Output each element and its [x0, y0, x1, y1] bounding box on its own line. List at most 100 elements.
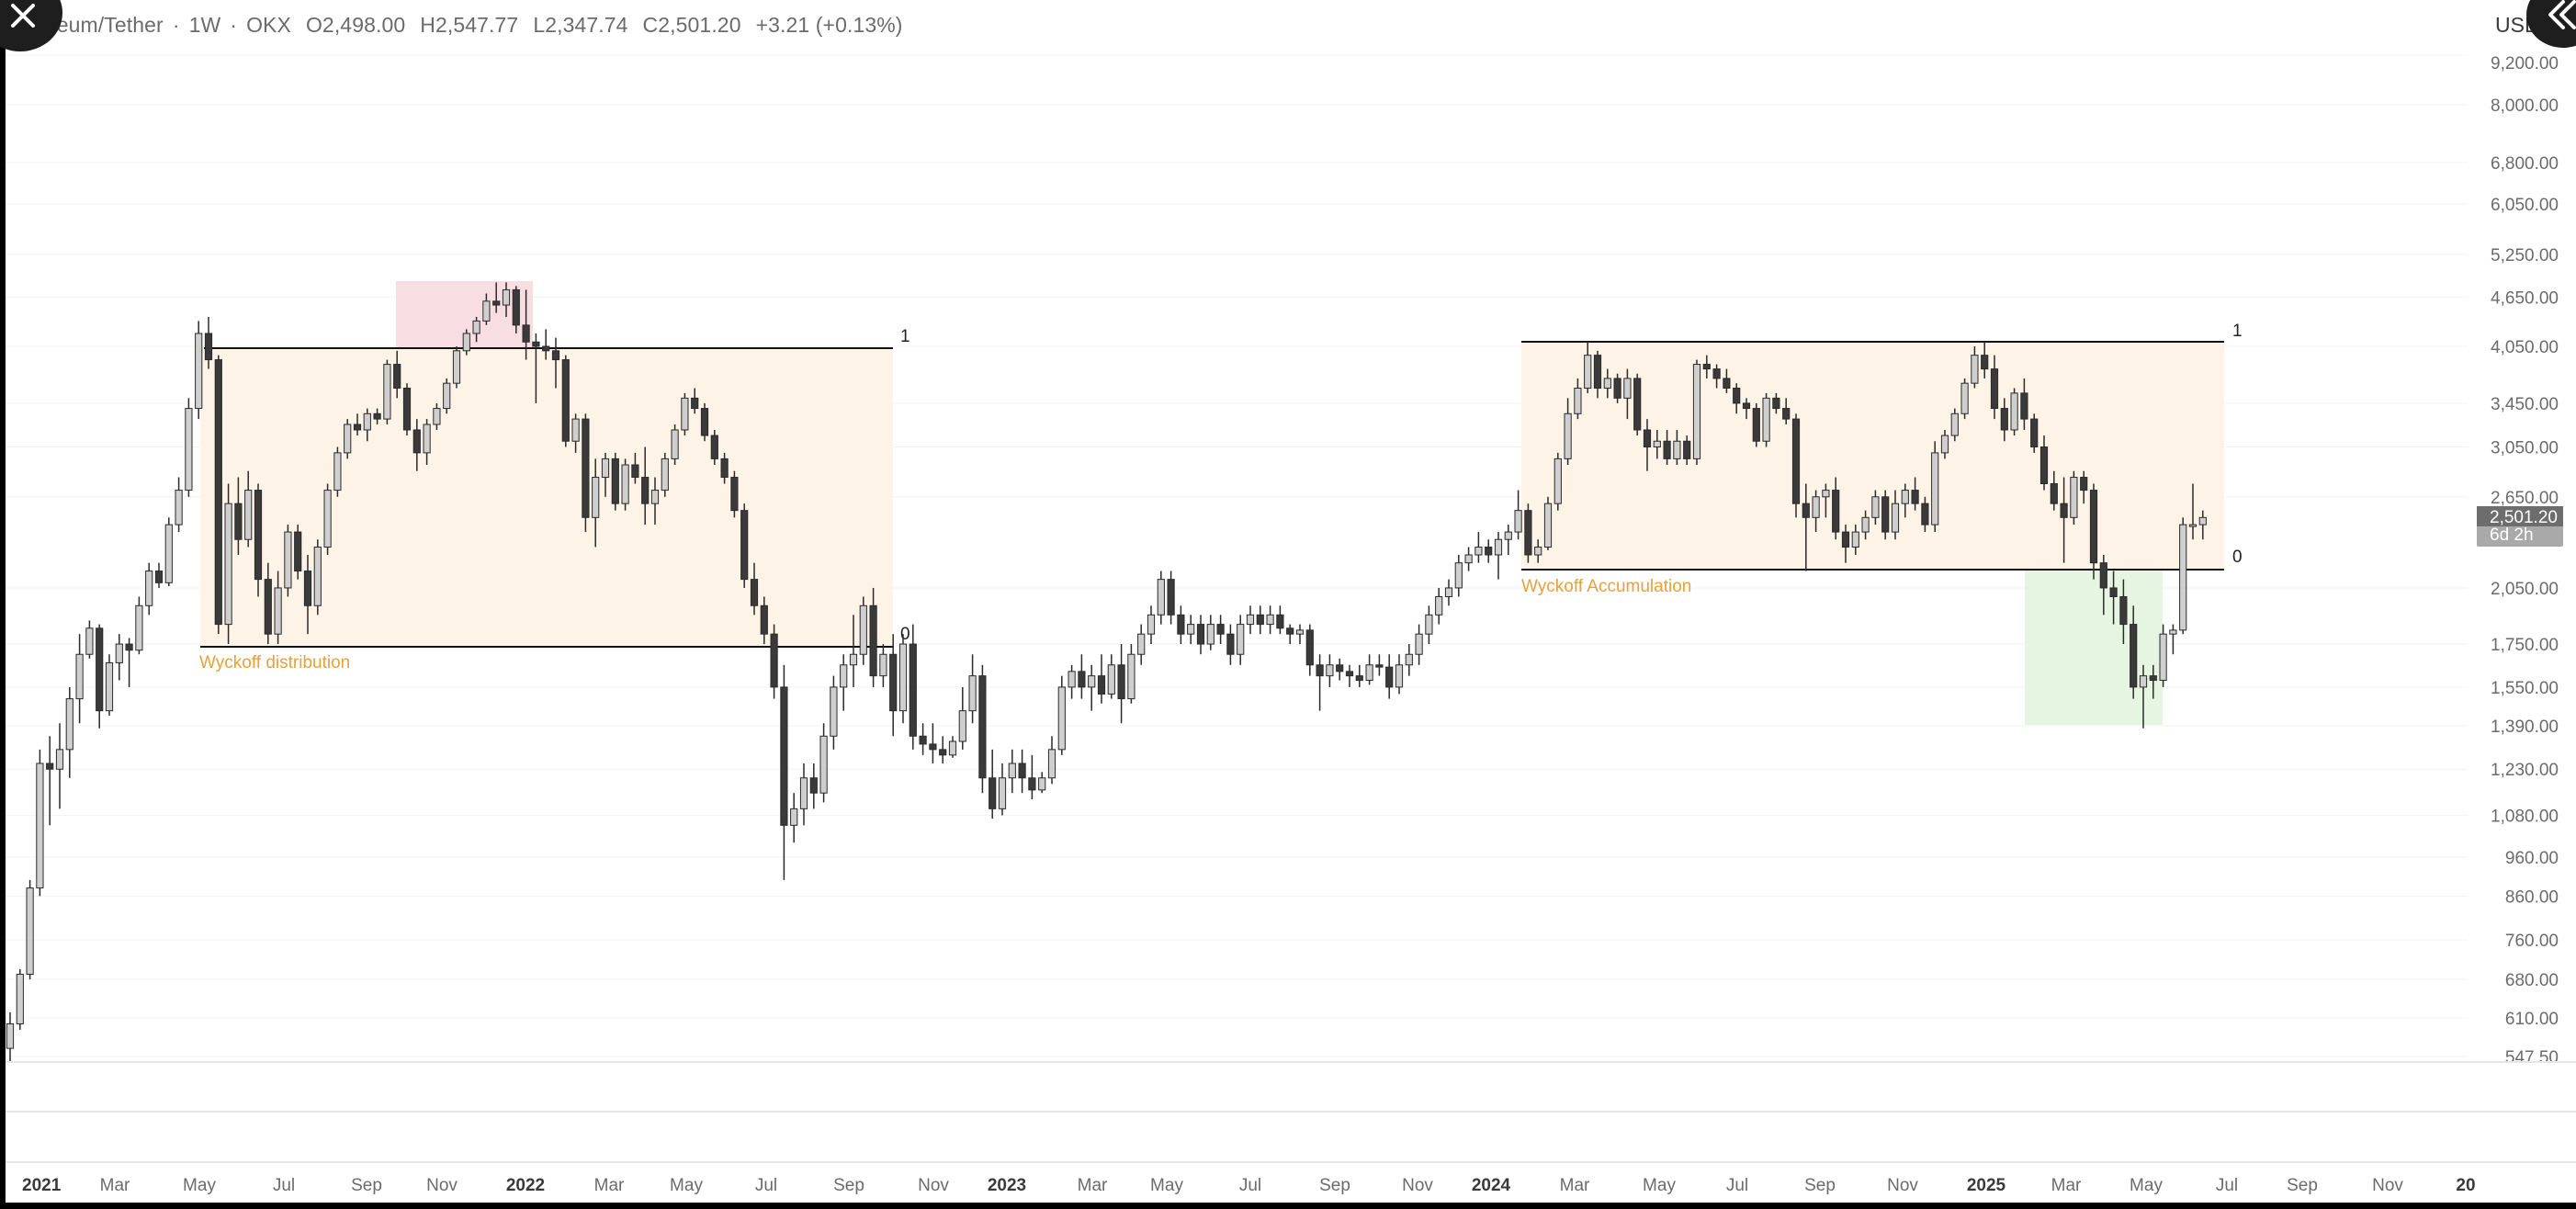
candle-body-up	[958, 710, 966, 742]
candle-body-up	[1494, 538, 1503, 556]
candle-body-down	[611, 458, 619, 504]
candle-body-up	[75, 653, 84, 700]
candle-body-up	[1653, 440, 1661, 448]
candle-body-down	[1256, 614, 1264, 626]
wyckoff-distribution-box[interactable]: 1 0 Wyckoff distribution	[199, 281, 910, 672]
candle-body-down	[2130, 624, 2138, 688]
candle-body-up	[1266, 614, 1274, 626]
candle-body-down	[740, 510, 749, 581]
time-axis-label: 2024	[1472, 1176, 1511, 1195]
candlestick-chart[interactable]: 1 0 Wyckoff distribution 1 0 Wyckoff Acc…	[6, 0, 2576, 1203]
candle	[1326, 654, 1334, 687]
candle	[363, 408, 371, 442]
candle	[790, 793, 798, 843]
candle	[264, 562, 272, 645]
candle-body-up	[1812, 496, 1820, 518]
candle	[661, 452, 669, 497]
candle	[1365, 654, 1373, 685]
candle-body-up	[1246, 614, 1255, 626]
candle-body-down	[2000, 408, 2008, 431]
candle	[154, 562, 164, 588]
candle-body-down	[1524, 510, 1532, 556]
candles[interactable]	[6, 282, 2207, 1062]
candle	[1940, 429, 1949, 459]
candle	[36, 749, 44, 897]
close-button[interactable]	[0, 0, 62, 51]
candle	[234, 477, 243, 555]
candle	[2030, 413, 2039, 453]
candle-body-up	[443, 382, 451, 410]
candle	[2070, 470, 2078, 525]
candle-body-down	[760, 604, 768, 635]
candle-body-down	[2119, 595, 2128, 626]
candle-body-down	[154, 571, 164, 583]
price-axis-label: 6,800.00	[2491, 154, 2559, 174]
candle-body-up	[998, 777, 1007, 809]
candle	[1097, 654, 1106, 704]
candle	[383, 359, 391, 424]
candle	[650, 477, 660, 525]
candle	[1871, 490, 1880, 525]
candle	[1385, 654, 1394, 699]
time-axis-label: May	[183, 1176, 216, 1195]
time-axis-label: Sep	[833, 1176, 864, 1195]
price-axis-label: 5,250.00	[2491, 246, 2559, 266]
candle-body-down	[1286, 627, 1294, 635]
candle-body-down	[1712, 368, 1721, 379]
candle-body-up	[830, 686, 838, 737]
time-axis[interactable]: 2021 Mar May Jul Sep Nov 2022 Mar May Jul Sep Nov 20…	[22, 1176, 2476, 1195]
candle-body-down	[1782, 408, 1791, 420]
candle	[1663, 429, 1671, 465]
candle-body-up	[1762, 397, 1770, 442]
candle	[522, 289, 530, 360]
candle-body-down	[1355, 675, 1363, 682]
candle	[879, 644, 887, 687]
candle	[2179, 517, 2187, 635]
candle	[1485, 539, 1493, 563]
candle	[313, 539, 322, 616]
candle	[859, 596, 867, 665]
ohlc-high: H2,547.77	[420, 13, 519, 37]
candle	[75, 634, 84, 724]
candle-body-down	[1167, 579, 1175, 616]
candle-body-down	[1097, 675, 1106, 695]
candle-body-up	[1851, 531, 1859, 548]
candle-body-down	[582, 418, 590, 518]
candle-body-up	[799, 777, 808, 809]
candle-body-up	[1326, 664, 1334, 677]
candle	[254, 483, 263, 597]
candle-body-down	[2030, 418, 2039, 448]
candle	[760, 596, 768, 645]
candle-body-down	[1981, 355, 1989, 370]
candle-body-up	[2179, 524, 2187, 631]
candle	[46, 736, 54, 826]
candle-body-up	[224, 503, 232, 626]
candle	[204, 316, 213, 369]
candle-body-down	[700, 408, 709, 436]
candle-body-up	[790, 808, 798, 826]
candle-body-up	[1871, 496, 1880, 518]
price-axis-label: 2,650.00	[2491, 489, 2559, 508]
candle-body-down	[1633, 378, 1642, 431]
candle	[869, 587, 877, 687]
candle-body-down	[2050, 483, 2058, 504]
price-axis-label: 1,390.00	[2491, 717, 2559, 737]
chevron-left-icon	[2548, 0, 2576, 29]
candle-body-down	[1683, 440, 1691, 459]
price-axis-label: 1,750.00	[2491, 636, 2559, 655]
candle-body-up	[1474, 547, 1483, 556]
collapse-button[interactable]	[2526, 0, 2576, 48]
candle	[1960, 378, 1969, 420]
candle	[1206, 615, 1215, 650]
price-axis[interactable]: 9,200.00 8,000.00 6,800.00 6,050.00 5,250.00…	[2491, 54, 2559, 1068]
candle	[2060, 477, 2068, 563]
candle	[1584, 342, 1592, 393]
candle	[1822, 483, 1830, 518]
candle	[1543, 496, 1553, 550]
candle	[1018, 749, 1026, 794]
candle	[1057, 675, 1066, 755]
candle	[710, 429, 718, 465]
candle	[1504, 525, 1512, 555]
candle	[2000, 398, 2008, 442]
candle	[1981, 342, 1989, 379]
